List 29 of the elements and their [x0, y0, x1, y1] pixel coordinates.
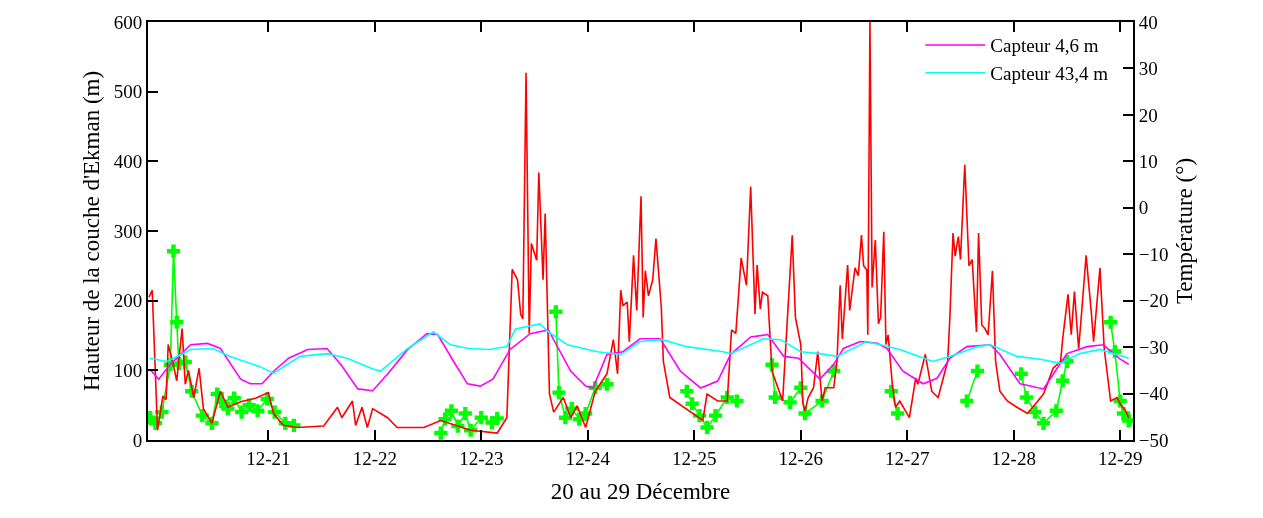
y2-tick-label: −40 [1138, 383, 1169, 405]
y-tick-label: 400 [113, 150, 143, 172]
x-tick-label: 12-27 [885, 447, 930, 469]
y2-tick-label: 0 [1138, 197, 1149, 219]
y2-tick-label: 40 [1138, 11, 1158, 33]
x-tick-label: 12-22 [352, 447, 397, 469]
y2-tick-label: 10 [1138, 150, 1158, 172]
x-tick-label: 12-25 [672, 447, 717, 469]
y-tick-label: 500 [113, 81, 143, 103]
y-tick-label: 0 [132, 429, 143, 451]
y2-tick-label: −10 [1138, 243, 1169, 265]
x-tick-label: 12-26 [778, 447, 823, 469]
x-tick-label: 12-24 [565, 447, 611, 469]
y-tick-label: 100 [113, 359, 143, 381]
x-tick-label: 12-23 [459, 447, 504, 469]
y-tick-label: 200 [113, 290, 143, 312]
legend-label: Capteur 43,4 m [990, 63, 1109, 85]
legend-label: Capteur 4,6 m [990, 35, 1099, 57]
y2-tick-label: −30 [1138, 336, 1169, 358]
x-tick-label: 12-21 [246, 447, 291, 469]
y-tick-label: 300 [113, 220, 143, 242]
y2-tick-label: 30 [1138, 58, 1158, 80]
x-axis-title: 20 au 29 Décembre [550, 478, 731, 504]
y-axis-title: Hauteur de la couche d'Ekman (m) [78, 70, 104, 392]
y2-axis-title: Température (°) [1171, 157, 1197, 305]
x-tick-label: 12-28 [991, 447, 1036, 469]
y2-tick-label: 20 [1138, 104, 1158, 126]
y-tick-label: 600 [113, 11, 143, 33]
y2-tick-label: −20 [1138, 290, 1169, 312]
